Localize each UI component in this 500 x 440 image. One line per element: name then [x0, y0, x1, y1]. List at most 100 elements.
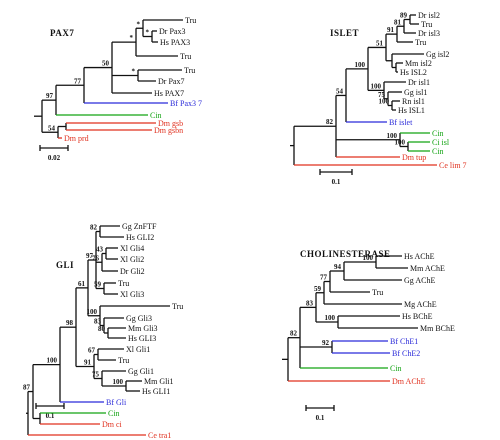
leaf-label: Hs AChE — [404, 252, 435, 261]
bootstrap-value: 80 — [98, 325, 106, 333]
leaf-label: Tru — [180, 52, 191, 61]
leaf-label: Hs BChE — [402, 312, 433, 321]
leaf-label: Mm AChE — [410, 264, 445, 273]
leaf-label: Bf Gli — [106, 398, 127, 407]
leaf-label: Hs GLI3 — [128, 334, 156, 343]
leaf-label: Mm BChE — [420, 324, 455, 333]
bootstrap-value: * — [146, 29, 150, 37]
leaf-label: Hs GLI2 — [126, 233, 154, 242]
bootstrap-value: * — [130, 34, 134, 42]
leaf-label: Xl Gli4 — [120, 244, 144, 253]
leaf-label: Ce tra1 — [148, 431, 171, 440]
bootstrap-value: 50 — [102, 60, 110, 68]
leaf-label: Dm AChE — [392, 377, 426, 386]
scale-bar-label: 0.1 — [332, 178, 341, 186]
leaf-label: Tru — [415, 38, 426, 47]
bootstrap-value: 100 — [363, 254, 374, 262]
leaf-label: Dr isl3 — [418, 29, 440, 38]
leaf-label: Tru — [372, 288, 383, 297]
leaf-label: Mm Gli3 — [128, 324, 158, 333]
panel-title: CHOLINESTERASE — [300, 249, 391, 259]
leaf-label: Xl Gli2 — [120, 255, 144, 264]
bootstrap-value: 54 — [336, 87, 344, 95]
tree-panel-cholinesterase: CHOLINESTERASE 0.1 Hs AChE Mm AChE 100 Gg ACh… — [282, 249, 455, 422]
leaf-label: Gg ZnFTF — [122, 222, 157, 231]
bootstrap-value: 82 — [290, 330, 298, 338]
leaf-label: Mm isl2 — [405, 59, 432, 68]
bootstrap-value: 97 — [46, 92, 54, 100]
bootstrap-value: 59 — [94, 281, 102, 289]
bootstrap-value: 77 — [320, 274, 328, 282]
scale-bar-label: 0.02 — [48, 154, 61, 162]
leaf-label: Rn isl1 — [402, 97, 425, 106]
leaf-label: Cin — [432, 147, 444, 156]
leaf-label: Ci isl — [432, 138, 450, 147]
bootstrap-value: 61 — [78, 280, 86, 288]
leaf-label: Tru — [184, 66, 195, 75]
leaf-label: Ce lim 7 — [439, 161, 467, 170]
bootstrap-value: 100 — [355, 61, 366, 69]
bootstrap-value: 75 — [92, 371, 100, 379]
leaf-label: Cin — [390, 364, 402, 373]
leaf-label: Bf islet — [389, 118, 413, 127]
bootstrap-value: 100 — [325, 314, 336, 322]
leaf-label: Hs PAX7 — [154, 89, 184, 98]
leaf-label: Gg isl1 — [404, 88, 427, 97]
leaf-label: Hs PAX3 — [160, 38, 190, 47]
bootstrap-value: 91 — [387, 26, 395, 34]
bootstrap-value: 43 — [96, 246, 104, 254]
bootstrap-value: 100 — [371, 82, 382, 90]
leaf-label: Dm gsb — [158, 119, 183, 128]
leaf-label: Dr isl2 — [418, 11, 440, 20]
bootstrap-value: 82 — [90, 224, 98, 232]
leaf-label: Hs ISL2 — [400, 68, 427, 77]
bootstrap-value: 91 — [84, 359, 92, 367]
bootstrap-value: 92 — [322, 339, 330, 347]
panel-title: PAX7 — [50, 28, 74, 38]
bootstrap-value: 87 — [23, 384, 31, 392]
bootstrap-value: 51 — [376, 39, 384, 47]
bootstrap-value: 100 — [395, 139, 406, 147]
leaf-label: Mg AChE — [404, 300, 437, 309]
bootstrap-value: 94 — [334, 263, 342, 271]
panel-title: ISLET — [330, 28, 359, 38]
bootstrap-value: 89 — [400, 12, 408, 20]
bootstrap-value: 83 — [94, 318, 102, 326]
leaf-label: Dr Gli2 — [120, 267, 145, 276]
leaf-label: Dm ci — [102, 420, 123, 429]
leaf-label: Gg AChE — [404, 276, 435, 285]
leaf-label: Dr Pax7 — [158, 77, 184, 86]
bootstrap-value: 98 — [66, 319, 74, 327]
leaf-label: Dr Pax3 — [159, 27, 185, 36]
bootstrap-value: 100 — [47, 357, 58, 365]
bootstrap-value: 81 — [394, 18, 402, 26]
leaf-label: Dr isl1 — [408, 78, 430, 87]
bootstrap-value: 77 — [74, 77, 82, 85]
bootstrap-value: 59 — [314, 285, 322, 293]
leaf-label: Hs GLI1 — [142, 387, 170, 396]
leaf-label: Cin — [108, 409, 120, 418]
leaf-label: Bf ChE2 — [392, 349, 420, 358]
leaf-label: Dm prd — [64, 134, 89, 143]
bootstrap-value: 76 — [92, 254, 100, 262]
bootstrap-value: * — [132, 68, 136, 76]
scale-bar-label: 0.1 — [316, 414, 325, 422]
leaf-label: Mm Gli1 — [144, 377, 174, 386]
leaf-label: Bf ChE1 — [390, 337, 418, 346]
leaf-label: Tru — [118, 279, 129, 288]
bootstrap-value: 82 — [326, 118, 334, 126]
bootstrap-value: 75 — [378, 91, 386, 99]
bootstrap-value: 100 — [113, 378, 124, 386]
scale-bar-label: 0.1 — [46, 412, 55, 420]
panel-title: GLI — [56, 260, 74, 270]
bootstrap-value: 54 — [48, 124, 56, 132]
leaf-label: Gg Gli1 — [128, 367, 154, 376]
leaf-label: Dm gsbn — [154, 126, 183, 135]
leaf-label: Xl Gli1 — [126, 345, 150, 354]
bootstrap-value: * — [137, 20, 141, 28]
bootstrap-value: 100 — [379, 98, 390, 106]
leaf-label: Cin — [150, 111, 162, 120]
leaf-label: Dm tup — [402, 153, 426, 162]
